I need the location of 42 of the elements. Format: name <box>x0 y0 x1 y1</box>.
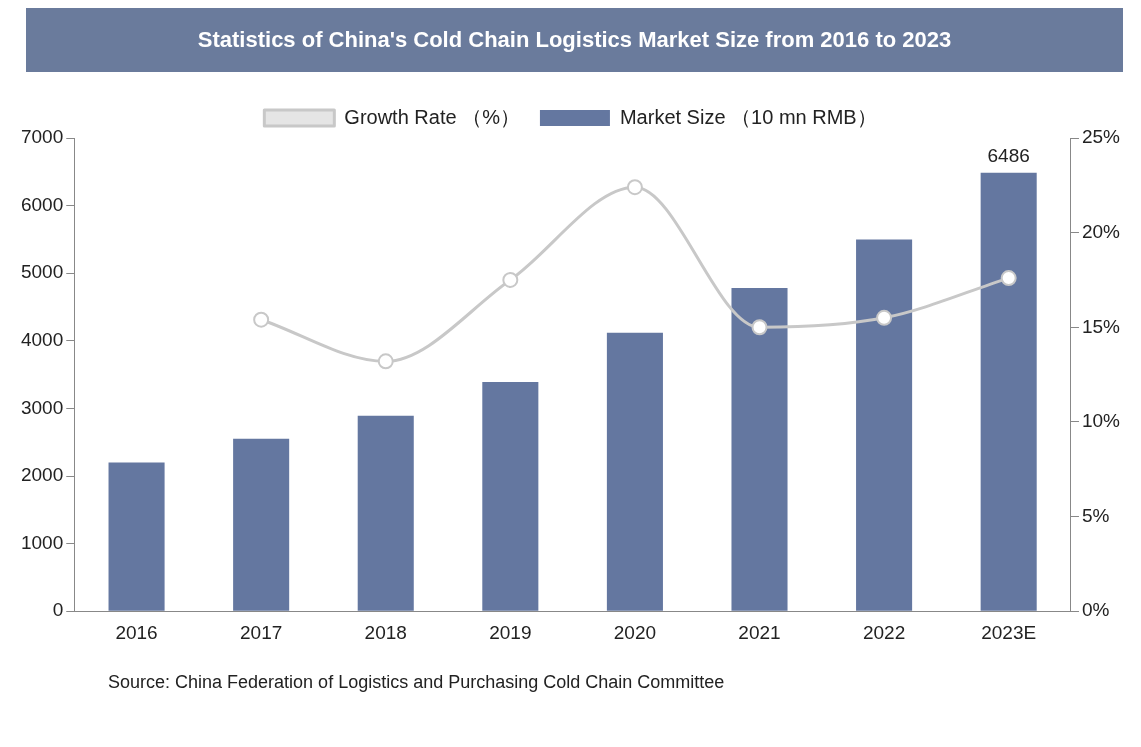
y-tick-label: 2000 <box>20 464 64 486</box>
chart-title: Statistics of China's Cold Chain Logistics Market Size from 2016 to 2023 <box>26 8 1123 72</box>
x-tick-label: 2021 <box>738 621 781 643</box>
point <box>1000 270 1017 287</box>
data-label: 6486 <box>987 145 1030 167</box>
bar <box>606 332 663 611</box>
x-tick-label: 2017 <box>240 621 283 643</box>
bar <box>731 288 788 611</box>
x-tick-label: 2016 <box>115 621 158 643</box>
y2-tick-label: 25% <box>1081 126 1121 148</box>
y-tick-label: 5000 <box>20 261 64 283</box>
point <box>377 353 394 370</box>
y-tick-label: 1000 <box>20 531 64 553</box>
y2-tick-label: 10% <box>1081 410 1121 432</box>
x-tick-label: 2020 <box>613 621 657 643</box>
bar <box>233 438 290 611</box>
point <box>876 309 893 326</box>
bar <box>856 239 913 611</box>
bar <box>108 462 165 611</box>
y-tick-label: 0 <box>52 599 64 621</box>
point <box>253 311 270 328</box>
y2-tick-label: 0% <box>1081 599 1110 621</box>
x-tick-label: 2019 <box>489 621 532 643</box>
source-note: Source: China Federation of Logistics and Purchasing Cold Chain Committee <box>108 672 726 693</box>
y-tick-label: 4000 <box>20 329 64 351</box>
x-tick-label: 2022 <box>862 621 906 643</box>
y2-tick-label: 15% <box>1081 315 1121 337</box>
y-tick-label: 7000 <box>20 126 64 148</box>
y-tick-label: 3000 <box>20 396 64 418</box>
y-tick-label: 6000 <box>20 193 64 215</box>
x-tick-label: 2023E <box>981 621 1037 643</box>
point <box>502 271 519 288</box>
y2-tick-label: 20% <box>1081 220 1121 242</box>
point <box>626 179 643 196</box>
bar <box>357 415 414 611</box>
legend-label: Market Size （10 mn RMB） <box>619 105 877 128</box>
y2-tick-label: 5% <box>1081 504 1110 526</box>
legend-label: Growth Rate （%） <box>344 105 520 128</box>
bar <box>482 382 539 611</box>
x-tick-label: 2018 <box>364 621 407 643</box>
point <box>751 319 768 336</box>
bar <box>980 172 1037 611</box>
